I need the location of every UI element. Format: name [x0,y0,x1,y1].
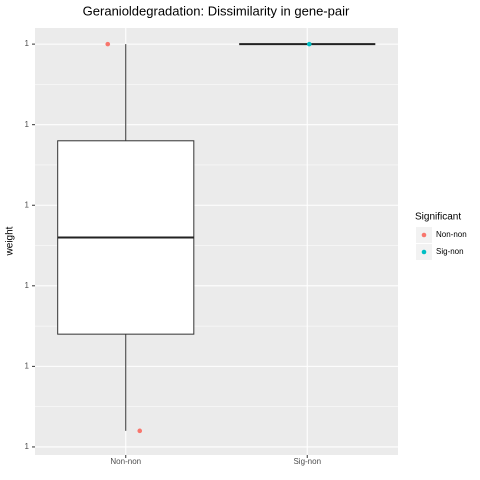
x-tick-label: Non-non [110,457,141,466]
y-tick-label: 1 [25,281,30,290]
y-tick-label: 1 [25,200,30,209]
x-tick-label: Sig-non [293,457,321,466]
chart-title: Geranioldegradation: Dissimilarity in ge… [83,3,350,18]
legend-marker [421,232,427,238]
y-tick-label: 1 [25,39,30,48]
y-axis-label: weight [5,226,16,256]
y-tick-label: 1 [25,120,30,129]
legend-title: Significant [415,212,461,223]
legend-marker [421,249,427,255]
point [306,41,312,47]
y-tick-label: 1 [25,442,30,451]
legend-label: Non-non [436,230,467,239]
point [137,428,143,434]
legend-label: Sig-non [436,247,464,256]
point [105,41,111,47]
y-tick-label: 1 [25,361,30,370]
